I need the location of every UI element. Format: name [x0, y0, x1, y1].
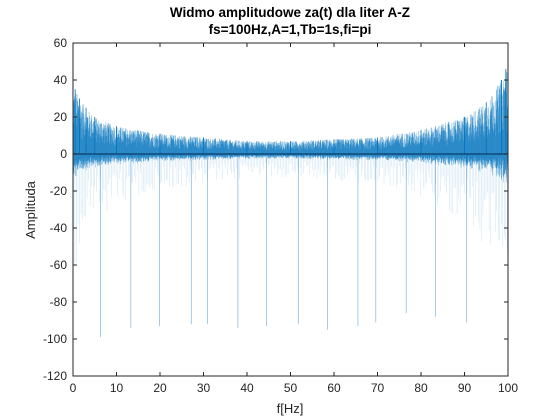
- chart-title: Widmo amplitudowe za(t) dla liter A-Z: [170, 5, 410, 20]
- spectrum-stems: [73, 72, 509, 184]
- x-tick-label: 20: [153, 381, 167, 395]
- x-tick-label: 50: [284, 381, 298, 395]
- x-tick-label: 10: [110, 381, 124, 395]
- x-tick-label: 40: [240, 381, 254, 395]
- x-tick-label: 90: [458, 381, 472, 395]
- y-tick-label: -120: [43, 369, 67, 383]
- spectrum-stems-faint: [73, 154, 508, 265]
- y-axis-ticks: 60 40 20 0 -20 -40 -60 -80 -100 -120: [43, 36, 508, 383]
- x-tick-label: 80: [414, 381, 428, 395]
- y-tick-label: 0: [60, 147, 67, 161]
- y-tick-label: -40: [50, 221, 68, 235]
- y-tick-label: -60: [50, 258, 68, 272]
- chart-subtitle: fs=100Hz,A=1,Tb=1s,fi=pi: [209, 22, 372, 37]
- x-tick-label: 30: [197, 381, 211, 395]
- x-tick-label: 100: [498, 381, 518, 395]
- y-tick-label: 20: [54, 110, 68, 124]
- y-tick-label: -80: [50, 295, 68, 309]
- axes-box: [72, 42, 509, 377]
- y-tick-label: -100: [43, 332, 67, 346]
- x-tick-label: 70: [371, 381, 385, 395]
- x-axis-ticks: 0 10 20 30 40 50 60 70 80 90 100: [70, 43, 518, 395]
- x-tick-label: 60: [327, 381, 341, 395]
- x-tick-label: 0: [70, 381, 77, 395]
- y-tick-label: 60: [54, 36, 68, 50]
- y-tick-label: -20: [50, 184, 68, 198]
- x-axis-label: f[Hz]: [277, 401, 304, 416]
- y-tick-label: 40: [54, 73, 68, 87]
- y-axis-label: Amplituda: [23, 180, 38, 239]
- plot-area: [73, 68, 509, 338]
